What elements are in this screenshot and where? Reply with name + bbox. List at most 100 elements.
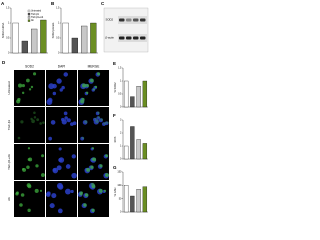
legend-swatch [27, 9, 31, 13]
sod2-signal [91, 184, 96, 189]
y-tick-label: 1.5 [118, 67, 122, 70]
nucleus [80, 136, 85, 141]
sod2-signal [35, 164, 39, 168]
y-axis-label: % SOD2 [113, 82, 117, 93]
sod2-signal [96, 72, 101, 76]
nucleus [93, 119, 99, 125]
nucleus [56, 165, 62, 171]
y-tick-label: 0.5 [56, 37, 60, 40]
sod2-signal [84, 193, 89, 197]
panel-letter: B [51, 1, 55, 6]
sod2-signal [21, 84, 25, 88]
bar [123, 185, 129, 213]
panel-letter: E [113, 61, 116, 66]
panel-letter: D [2, 60, 6, 65]
sod2-signal [33, 116, 37, 119]
sod2-signal [99, 164, 103, 168]
nucleus [70, 189, 74, 193]
column-header: DAPI [58, 64, 66, 68]
bar [142, 143, 148, 160]
y-tick-label: 150 [117, 171, 122, 174]
nucleus [56, 78, 62, 84]
bar [31, 28, 38, 54]
nucleus [57, 208, 63, 214]
nucleus [63, 111, 68, 116]
nucleus [71, 172, 77, 179]
sod2-signal [90, 165, 94, 169]
nucleus [102, 122, 106, 126]
sod2-signal [98, 188, 103, 193]
bar [123, 145, 129, 160]
y-tick-label: 0.5 [118, 93, 122, 96]
sod2-signal [40, 173, 45, 178]
y-tick-label: 1 [120, 145, 122, 148]
bar [40, 19, 47, 54]
sod2-signal [97, 116, 101, 119]
panel-letter: G [113, 165, 117, 170]
bar [123, 80, 129, 108]
sod2-signal [31, 119, 35, 124]
micrograph [14, 144, 45, 180]
nucleus [46, 99, 53, 106]
panel-letter: C [101, 1, 105, 6]
row-label: Untreated [7, 81, 11, 95]
blot-band [133, 18, 139, 22]
sod2-signal [39, 189, 43, 192]
legend-swatch [27, 19, 31, 22]
sod2-signal [19, 203, 23, 207]
nucleus [96, 116, 100, 120]
column-header: SOD2 [25, 64, 34, 68]
blot-band [119, 18, 125, 22]
sod2-signal [27, 147, 31, 150]
y-tick-label: 50 [119, 197, 122, 200]
sod2-signal [80, 99, 85, 104]
nucleus [52, 167, 59, 174]
blot-band [126, 36, 132, 40]
sod2-signal [100, 118, 104, 122]
sod2-signal [30, 117, 33, 121]
micrograph [14, 107, 45, 143]
sod2-signal [28, 88, 32, 91]
row-label: TGF-β1+Ab [7, 154, 11, 170]
sod2-signal [86, 167, 91, 172]
sod2-signal [26, 165, 30, 169]
nucleus [59, 88, 63, 92]
y-tick-label: 1 [120, 80, 122, 83]
sod2-signal [97, 111, 100, 115]
sod2-signal [42, 121, 45, 124]
nucleus [49, 203, 55, 209]
sod2-signal [20, 193, 25, 197]
sod2-signal [91, 158, 95, 161]
y-tick-label: 1.5 [56, 7, 60, 10]
sod2-signal [79, 192, 83, 196]
nucleus [52, 91, 57, 96]
blot-strip [118, 34, 147, 42]
sod2-signal [82, 83, 87, 88]
bar [130, 195, 135, 213]
sod2-signal [91, 147, 95, 150]
bar [12, 22, 19, 54]
blot-band [140, 36, 146, 40]
sod2-signal [39, 122, 42, 125]
row-label: TGF-β1 [7, 119, 11, 130]
y-tick-label: 1 [58, 22, 60, 25]
bar [90, 22, 97, 54]
y-tick-label: 1.5 [6, 7, 10, 10]
sod2-signal [22, 167, 27, 172]
legend-label: TGF-β1 [31, 14, 40, 16]
blot-strip [118, 16, 147, 24]
bar [142, 186, 148, 213]
nucleus [95, 111, 100, 116]
legend-label: Ab [31, 19, 35, 22]
sod2-signal [103, 122, 106, 125]
bar [81, 25, 88, 54]
sod2-signal [85, 84, 89, 88]
sod2-signal [21, 91, 25, 95]
column-header: MERGE [88, 64, 100, 68]
sod2-signal [90, 78, 94, 83]
y-tick-label: 0 [120, 211, 122, 214]
sod2-signal [15, 192, 19, 196]
y-tick-label: 0 [58, 52, 60, 55]
legend-label: TGF-β1+Ab [31, 16, 44, 19]
sod2-signal [27, 158, 31, 161]
